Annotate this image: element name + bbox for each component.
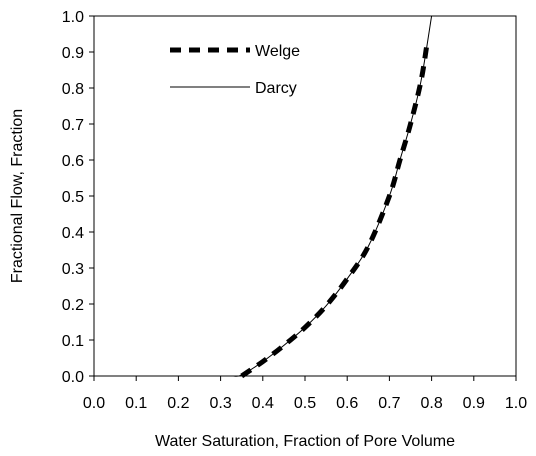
x-tick-label: 0.2 [167,395,189,412]
y-tick-label: 0.3 [62,261,84,278]
legend: Welge Darcy [170,43,300,97]
y-tick-label: 1.0 [62,9,84,26]
x-tick-label: 0.7 [378,395,400,412]
x-tick-label: 0.1 [125,395,147,412]
y-tick-label: 0.6 [62,153,84,170]
series-lines [233,15,433,379]
y-tick-label: 0.1 [62,333,84,350]
plot-area [93,15,517,377]
plot-border [93,15,517,377]
y-tick-label: 0.4 [62,225,84,242]
x-tick-label: 0.4 [252,395,274,412]
y-tick-label: 0.2 [62,297,84,314]
legend-label-darcy: Darcy [255,80,297,97]
x-tick-label: 0.6 [336,395,358,412]
x-axis-title: Water Saturation, Fraction of Pore Volum… [155,433,455,450]
series-line-darcy [233,15,433,377]
axis-ticks: 0.0 0.1 0.2 0.3 0.4 0.5 0.6 0.7 0.8 0.9 1.0 0.0 0.1 0… [62,9,527,412]
y-tick-label: 0.0 [62,369,84,386]
y-tick-label: 0.7 [62,117,84,134]
x-tick-label: 1.0 [505,395,527,412]
x-tick-label: 0.0 [83,395,105,412]
y-axis-title: Fractional Flow, Fraction [9,109,26,283]
y-tick-label: 0.8 [62,81,84,98]
x-tick-label: 0.8 [420,395,442,412]
x-tick-label: 0.5 [294,395,316,412]
y-tick-label: 0.9 [62,45,84,62]
y-tick-label: 0.5 [62,189,84,206]
x-tick-label: 0.9 [463,395,485,412]
series-line-welge [240,40,430,379]
legend-label-welge: Welge [255,43,300,60]
x-tick-label: 0.3 [209,395,231,412]
